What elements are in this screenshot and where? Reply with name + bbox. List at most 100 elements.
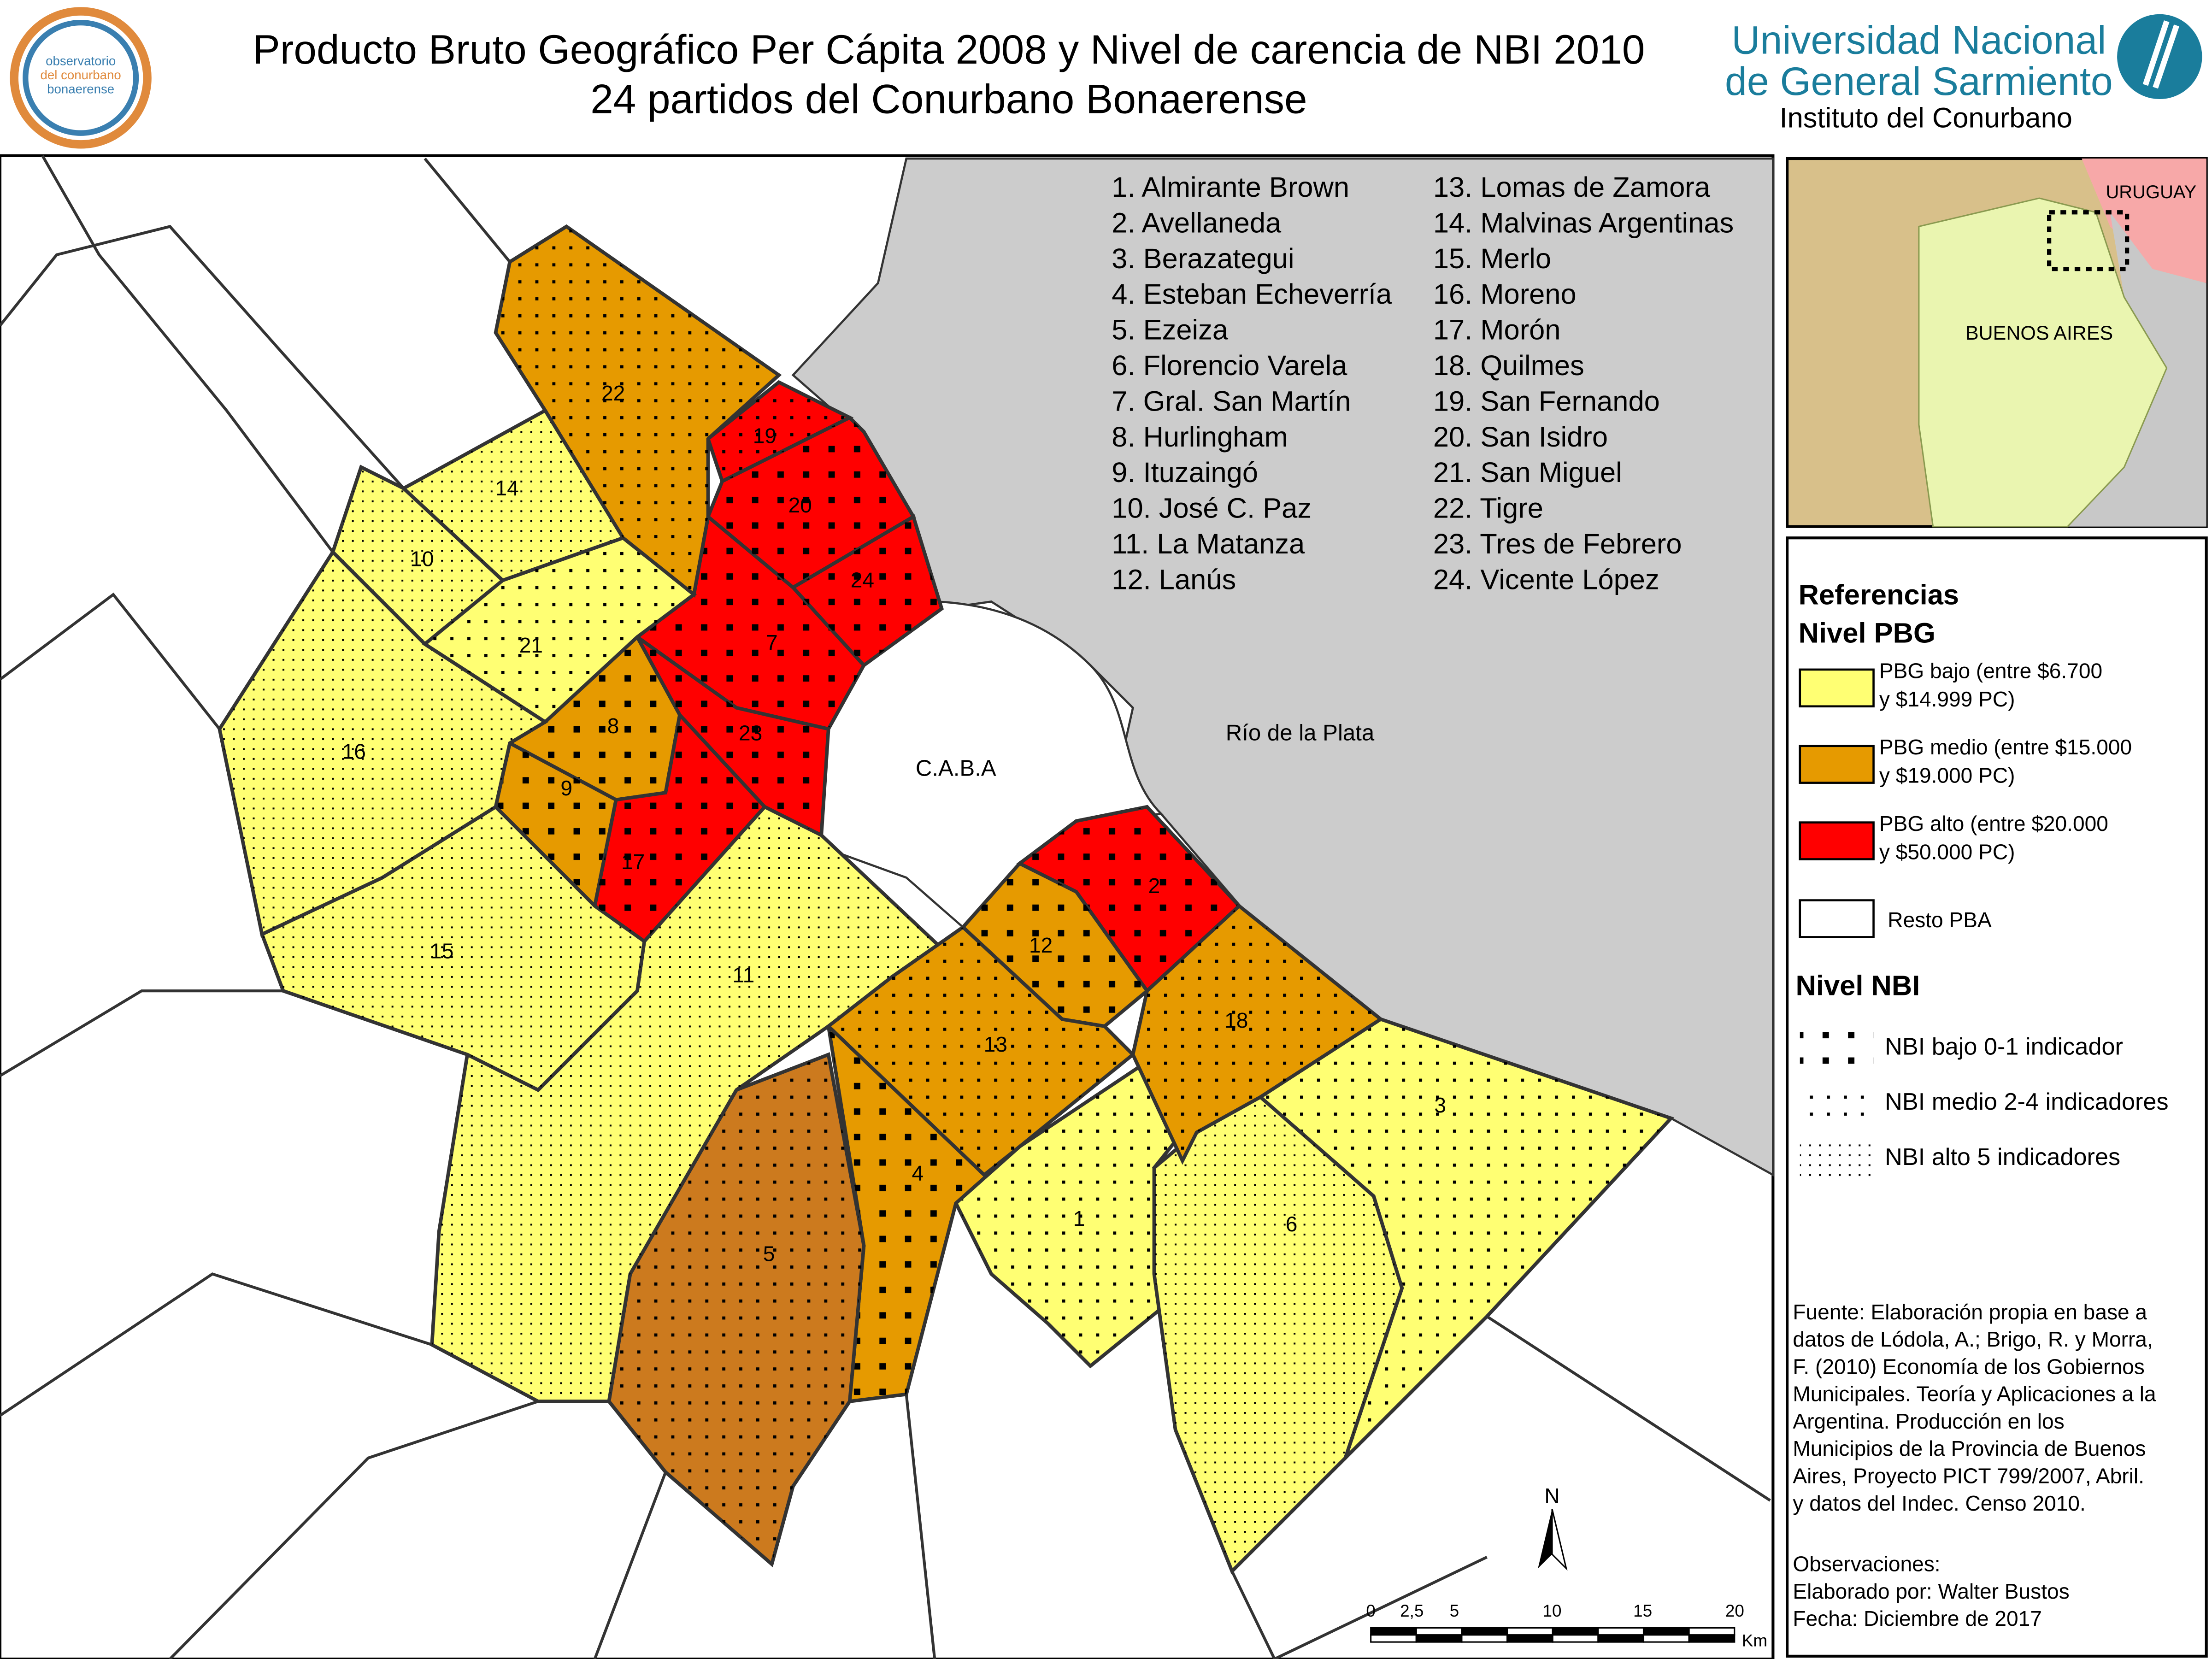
scale-bar (1597, 1627, 1645, 1636)
partido-name: 22. Tigre (1433, 493, 1543, 524)
logo-text: bonaerense (47, 82, 114, 96)
scale-bar (1461, 1634, 1508, 1643)
partido-name: 4. Esteban Echeverría (1112, 278, 1392, 310)
north-arrow (1551, 1509, 1568, 1571)
scale-bar (1506, 1627, 1553, 1636)
partido-name: 7. Gral. San Martín (1112, 385, 1351, 417)
scale-label: 20 (1725, 1601, 1744, 1620)
partido-name: 15. Merlo (1433, 243, 1551, 275)
source-text: Municipios de la Provincia de Buenos (1793, 1436, 2146, 1460)
university: de General Sarmiento (1725, 59, 2113, 104)
partido-label: 17 (621, 850, 645, 874)
partido-name: 11. La Matanza (1112, 528, 1305, 560)
partido-label: 12 (1029, 933, 1053, 957)
legend-label: NBI bajo 0-1 indicador (1885, 1033, 2123, 1060)
partido-label: 24 (851, 568, 874, 592)
inset-focus (2047, 210, 2130, 271)
legend-label: NBI medio 2-4 indicadores (1885, 1088, 2168, 1115)
legend-swatch (1799, 745, 1875, 784)
logo-ring (23, 20, 139, 136)
partido-name: 6. Florencio Varela (1112, 350, 1347, 382)
partido-name: 17. Morón (1433, 314, 1561, 346)
scale-bar (1642, 1627, 1690, 1636)
subtitle: 24 partidos del Conurbano Bonaerense (590, 76, 1307, 122)
nbi-pattern (963, 863, 1147, 1026)
partido-name: 2. Avellaneda (1112, 207, 1282, 239)
partido-name: 24. Vicente López (1433, 564, 1659, 595)
source-text: Fuente: Elaboración propia en base a (1793, 1300, 2147, 1324)
inset-water (2067, 212, 2206, 527)
scale-bar (1552, 1634, 1599, 1643)
legend-label: NBI alto 5 indicadores (1885, 1144, 2120, 1171)
boundary (424, 158, 511, 263)
partido-label: 16 (342, 739, 366, 763)
source-text: y datos del Indec. Censo 2010. (1793, 1491, 2085, 1515)
scale-bar (1688, 1627, 1735, 1636)
legend-label: PBG bajo (entre $6.700 (1879, 659, 2102, 682)
scale-bar (1642, 1634, 1690, 1643)
legend-label: y $14.999 PC) (1879, 687, 2015, 711)
university-logo (2142, 20, 2179, 89)
legend-swatch (1799, 668, 1875, 708)
scale-bar (1597, 1634, 1645, 1643)
scale-label: 10 (1542, 1601, 1561, 1620)
scale-bar (1688, 1634, 1735, 1643)
boundary (41, 155, 334, 553)
partido-name: 8. Hurlingham (1112, 421, 1288, 453)
nbi-pattern (1154, 1097, 1402, 1571)
logo-text: observatorio (46, 53, 116, 68)
partido-label: 5 (763, 1242, 775, 1266)
scale-bar (1415, 1634, 1463, 1643)
partido-label: 15 (430, 939, 453, 963)
river-label: Río de la Plata (1226, 720, 1375, 745)
partido-label: 19 (753, 424, 777, 447)
inset-label: BUENOS AIRES (1965, 322, 2113, 344)
nbi-pattern (1260, 1019, 1671, 1458)
observation-text: Observaciones: (1793, 1552, 1940, 1576)
university: Universidad Nacional (1731, 18, 2106, 63)
partido-name: 21. San Miguel (1433, 457, 1622, 488)
source-text: Municipales. Teoría y Aplicaciones a la (1793, 1382, 2156, 1406)
partido-label: 8 (607, 714, 619, 738)
legend-title: Nivel PBG (1799, 618, 1936, 649)
partido-label: 9 (560, 776, 572, 800)
inset-buenos-aires (1918, 197, 2168, 528)
legend-swatch (1799, 821, 1875, 860)
partido-name: 1. Almirante Brown (1112, 171, 1349, 203)
observation-text: Elaborado por: Walter Bustos (1793, 1579, 2069, 1603)
partido-name: 20. San Isidro (1433, 421, 1608, 453)
scale-label: 15 (1633, 1601, 1652, 1620)
boundary (169, 1400, 539, 1659)
nbi-pattern (828, 927, 1133, 1175)
legend-swatch (1799, 899, 1875, 938)
partido-label: 2 (1148, 874, 1160, 898)
boundary (1486, 1315, 1771, 1502)
partido-name: 12. Lanús (1112, 564, 1236, 595)
legend-swatch (1800, 1141, 1874, 1178)
partido-label: 23 (739, 721, 762, 745)
legend-subtitle: Nivel NBI (1796, 970, 1920, 1001)
nbi-pattern (609, 1054, 864, 1565)
partido-label: 21 (519, 633, 543, 657)
legend-title: Referencias (1799, 579, 1959, 611)
nbi-pattern (1019, 806, 1239, 991)
source-text: Aires, Proyecto PICT 799/2007, Abril. (1793, 1464, 2144, 1488)
legend-label: y $50.000 PC) (1879, 840, 2015, 864)
inset-label: URUGUAY (2106, 182, 2196, 202)
nbi-pattern (495, 226, 779, 595)
partido-name: 9. Ituzaingó (1112, 457, 1258, 488)
boundary (1230, 1556, 1488, 1659)
scale-bar (1370, 1627, 1417, 1636)
partido-name: 10. José C. Paz (1112, 493, 1312, 524)
nbi-pattern (828, 1026, 1020, 1401)
legend-swatch (1800, 1030, 1874, 1068)
legend-label: y $19.000 PC) (1879, 764, 2015, 788)
north-arrow (1538, 1509, 1552, 1569)
partido-label: 11 (732, 963, 754, 987)
partido-label: 7 (766, 630, 778, 654)
partido-label: 10 (410, 547, 434, 571)
nbi-pattern (424, 538, 694, 722)
partido-name: 13. Lomas de Zamora (1433, 171, 1711, 203)
partido-label: 18 (1224, 1008, 1248, 1032)
